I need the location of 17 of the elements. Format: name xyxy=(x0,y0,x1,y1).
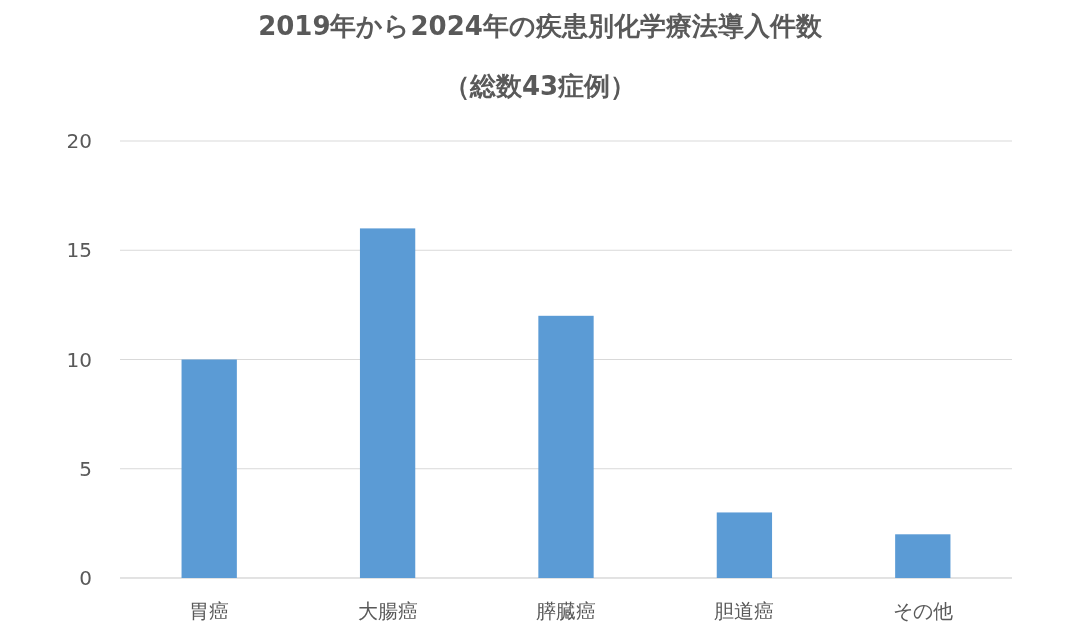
y-tick-label: 20 xyxy=(66,129,92,153)
y-tick-label: 0 xyxy=(79,566,92,590)
chart-subtitle: （総数43症例） xyxy=(443,71,637,101)
chart-title: 2019年から2024年の疾患別化学療法導入件数 xyxy=(258,11,823,41)
x-tick-label: その他 xyxy=(892,599,953,623)
bar xyxy=(895,534,951,578)
y-tick-label: 5 xyxy=(79,456,92,481)
x-tick-label: 胆道癌 xyxy=(714,599,775,623)
y-tick-label: 10 xyxy=(66,347,92,372)
bar xyxy=(181,359,237,578)
x-tick-label: 膵臓癌 xyxy=(536,599,596,623)
bar xyxy=(538,315,594,578)
x-tick-label: 大腸癌 xyxy=(357,599,418,623)
y-tick-label: 15 xyxy=(66,238,92,263)
bar xyxy=(359,228,416,578)
bar xyxy=(716,512,773,578)
x-tick-label: 胃癌 xyxy=(189,599,230,623)
